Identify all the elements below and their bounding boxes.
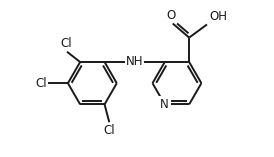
- Text: OH: OH: [209, 10, 227, 23]
- Text: NH: NH: [126, 55, 143, 68]
- Text: Cl: Cl: [104, 124, 115, 137]
- Text: Cl: Cl: [36, 77, 47, 90]
- Text: O: O: [166, 9, 175, 22]
- Text: Cl: Cl: [60, 37, 72, 50]
- Text: N: N: [160, 98, 169, 111]
